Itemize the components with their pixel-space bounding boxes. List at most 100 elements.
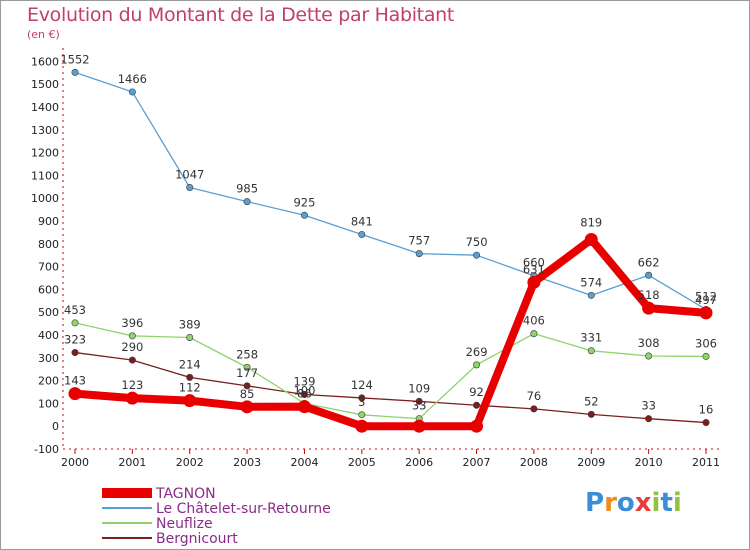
logo-letter: t	[660, 488, 673, 518]
x-tick-label: 2010	[635, 456, 663, 469]
y-tick-label: 300	[38, 352, 59, 365]
data-label: 3	[358, 395, 365, 409]
logo-letter: r	[604, 488, 617, 518]
data-label: 306	[695, 336, 717, 350]
legend-entry: Le Châtelet-sur-Retourne	[156, 501, 331, 517]
chart-subtitle: (en €)	[27, 28, 60, 41]
data-point	[71, 349, 79, 357]
data-label: 406	[523, 314, 545, 328]
x-tick-label: 2002	[176, 456, 204, 469]
data-label: 290	[121, 340, 143, 354]
y-tick-label: 0	[52, 420, 59, 433]
data-label: 33	[412, 399, 427, 413]
data-label: 33	[641, 399, 656, 413]
data-label: 308	[638, 336, 660, 350]
data-point	[587, 291, 595, 299]
data-point	[645, 352, 653, 360]
x-tick-label: 2011	[692, 456, 720, 469]
data-label: 453	[64, 303, 86, 317]
x-tick-label: 2009	[577, 456, 605, 469]
data-point	[128, 332, 136, 340]
logo-letter: i	[672, 488, 682, 518]
data-point	[186, 183, 194, 191]
chart-axes: -100 0 100 200 300 400 500 600 700 800 900 1000 1100…	[31, 48, 722, 469]
logo-letter: x	[634, 488, 652, 518]
data-label: 512	[695, 289, 717, 303]
data-label: 52	[584, 394, 599, 408]
data-label: 85	[240, 387, 255, 401]
x-tick-label: 2001	[118, 456, 146, 469]
data-label: 985	[236, 182, 258, 196]
data-point	[355, 419, 369, 433]
data-label: 109	[408, 381, 430, 395]
y-tick-label: 100	[38, 397, 59, 410]
data-label: 269	[466, 345, 488, 359]
data-label: 143	[64, 374, 86, 388]
data-label: 660	[523, 256, 545, 270]
y-tick-label: 400	[38, 329, 59, 342]
legend-entry: Neuflize	[156, 516, 213, 532]
data-label: 112	[179, 381, 201, 395]
data-point	[473, 361, 481, 369]
legend-entry: TAGNON	[155, 486, 216, 502]
data-point	[186, 373, 194, 381]
y-tick-label: 1600	[31, 55, 59, 68]
data-label: 518	[638, 288, 660, 302]
data-label: 123	[121, 378, 143, 392]
data-label: 86	[297, 387, 312, 401]
data-label: 214	[179, 357, 201, 371]
data-point	[300, 391, 308, 399]
data-label: 841	[351, 214, 373, 228]
data-label: 331	[580, 331, 602, 345]
data-point	[530, 405, 538, 413]
data-point	[243, 363, 251, 371]
data-label: 177	[236, 366, 258, 380]
data-label: 925	[293, 195, 315, 209]
data-label: 1047	[175, 167, 204, 181]
x-tick-label: 2008	[520, 456, 548, 469]
data-label: 16	[699, 403, 714, 417]
data-point	[702, 419, 710, 427]
data-point	[645, 415, 653, 423]
series-line-3	[74, 351, 707, 424]
x-tick-label: 2003	[233, 456, 261, 469]
data-point	[186, 334, 194, 342]
x-tick-label: 2006	[405, 456, 433, 469]
series-line-0	[71, 235, 710, 431]
data-label: 497	[695, 293, 717, 307]
data-point	[473, 401, 481, 409]
data-label: 750	[466, 235, 488, 249]
data-label: 100	[293, 383, 315, 397]
data-point	[699, 306, 713, 320]
data-point	[645, 271, 653, 279]
y-tick-label: 1100	[31, 169, 59, 182]
data-point	[412, 419, 426, 433]
data-point	[125, 391, 139, 405]
x-tick-label: 2007	[463, 456, 491, 469]
data-point	[243, 198, 251, 206]
data-point	[470, 419, 484, 433]
data-label: 662	[638, 255, 660, 269]
data-point	[358, 411, 366, 419]
y-tick-label: 1400	[31, 101, 59, 114]
data-label: 396	[121, 316, 143, 330]
data-label: 757	[408, 234, 430, 248]
data-label: 139	[293, 375, 315, 389]
y-tick-label: 900	[38, 215, 59, 228]
data-label: 258	[236, 347, 258, 361]
data-label: 76	[527, 389, 542, 403]
y-tick-label: 500	[38, 306, 59, 319]
y-tick-label: 1000	[31, 192, 59, 205]
y-tick-label: 1500	[31, 78, 59, 91]
data-point	[415, 250, 423, 258]
data-point	[183, 394, 197, 408]
data-label: 574	[580, 275, 602, 289]
proxiti-logo: Proxiti	[585, 488, 682, 518]
data-point	[358, 394, 366, 402]
data-label: 1552	[60, 52, 89, 66]
series-lines	[68, 68, 713, 433]
data-label: 92	[469, 385, 484, 399]
